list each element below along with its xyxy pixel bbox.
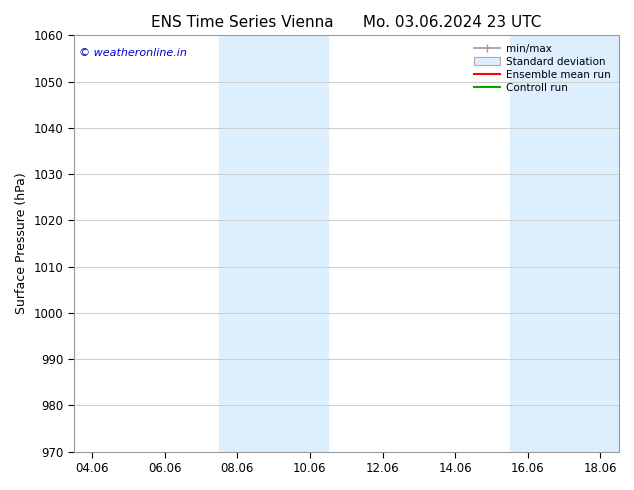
Y-axis label: Surface Pressure (hPa): Surface Pressure (hPa) [15,172,28,314]
Legend: min/max, Standard deviation, Ensemble mean run, Controll run: min/max, Standard deviation, Ensemble me… [471,41,614,96]
Bar [219,35,328,452]
Bar [510,35,619,452]
Title: ENS Time Series Vienna      Mo. 03.06.2024 23 UTC: ENS Time Series Vienna Mo. 03.06.2024 23… [151,15,541,30]
Text: © weatheronline.in: © weatheronline.in [79,48,187,58]
